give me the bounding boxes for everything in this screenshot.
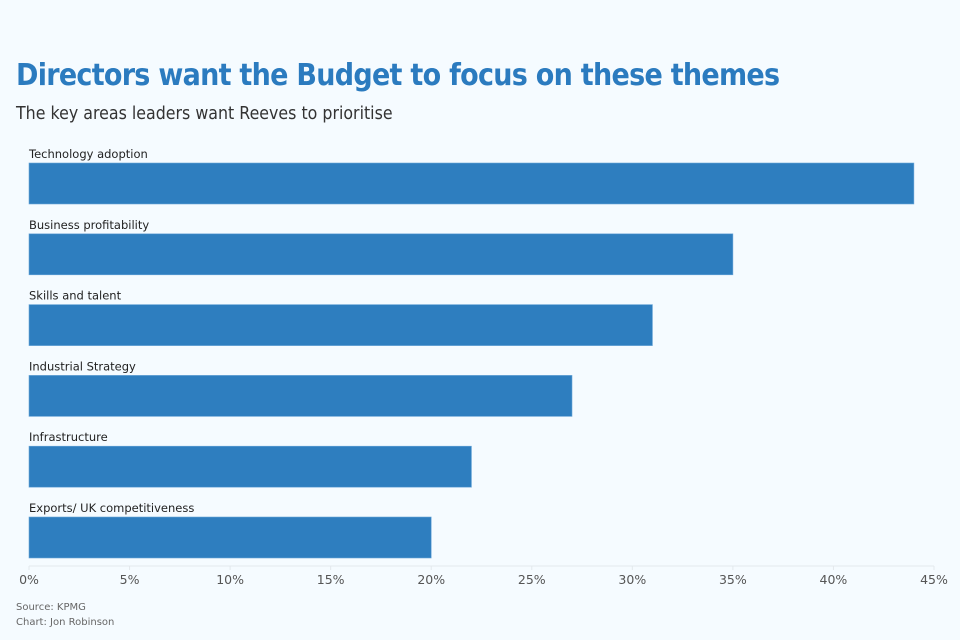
x-tick-label: 10% xyxy=(216,572,244,587)
chart-title: Directors want the Budget to focus on th… xyxy=(16,58,780,93)
x-tick-label: 35% xyxy=(719,572,747,587)
category-label: Skills and talent xyxy=(29,289,122,303)
category-label: Infrastructure xyxy=(29,430,108,444)
category-label: Business profitability xyxy=(29,218,149,232)
x-tick-label: 20% xyxy=(417,572,445,587)
bar xyxy=(28,304,653,346)
bar xyxy=(28,233,734,276)
x-tick-label: 45% xyxy=(920,572,948,587)
bar xyxy=(28,162,915,205)
source-note: Source: KPMG xyxy=(16,602,86,613)
x-tick-label: 25% xyxy=(518,572,546,587)
x-tick-label: 30% xyxy=(618,572,646,587)
x-tick-label: 40% xyxy=(820,572,848,587)
bar xyxy=(28,375,573,417)
x-tick-label: 0% xyxy=(19,572,39,587)
bar xyxy=(28,516,432,559)
category-label: Technology adoption xyxy=(28,147,148,161)
category-label: Exports/ UK competitiveness xyxy=(29,501,194,515)
credit-note: Chart: Jon Robinson xyxy=(16,617,115,628)
chart-subtitle: The key areas leaders want Reeves to pri… xyxy=(16,103,393,124)
category-label: Industrial Strategy xyxy=(29,359,136,373)
x-tick-label: 5% xyxy=(120,572,140,587)
bar xyxy=(28,445,472,488)
x-tick-label: 15% xyxy=(317,572,345,587)
